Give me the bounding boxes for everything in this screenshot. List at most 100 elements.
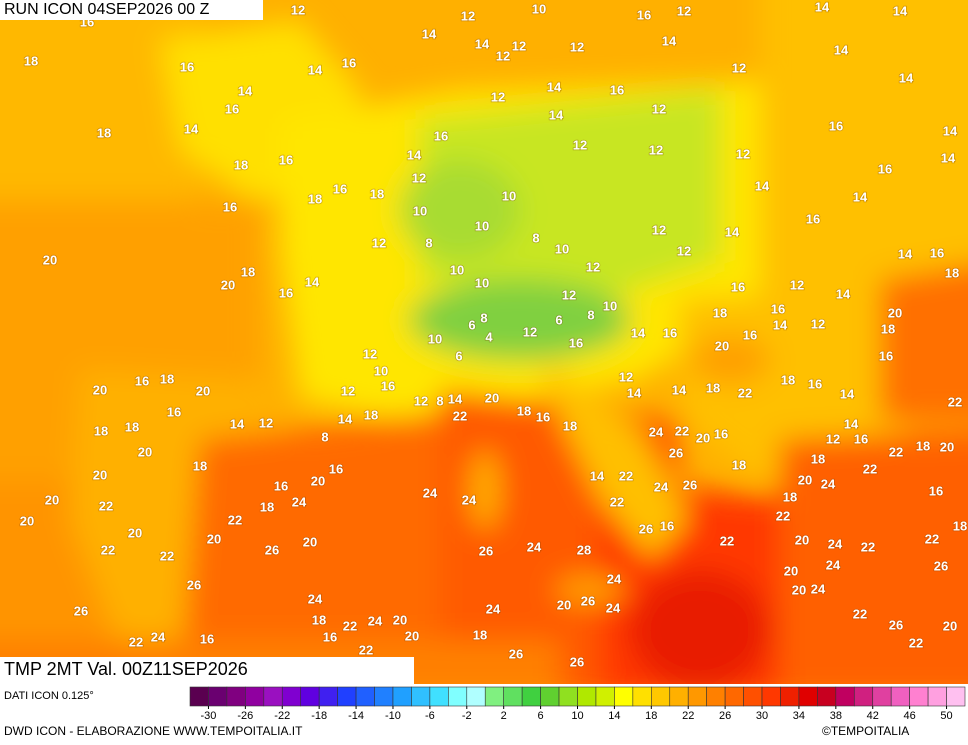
temperature-label: 14 [836, 286, 851, 301]
temperature-label: 16 [135, 373, 149, 388]
temperature-label: 12 [586, 259, 600, 274]
temperature-label: 14 [815, 0, 830, 14]
temperature-label: 18 [193, 458, 207, 473]
temperature-label: 12 [826, 431, 840, 446]
temperature-label: 12 [790, 277, 804, 292]
colorbar-swatch [724, 686, 744, 707]
temperature-label: 24 [308, 591, 323, 606]
temperature-label: 24 [821, 476, 836, 491]
temperature-label: 14 [840, 386, 855, 401]
temperature-label: 6 [468, 317, 475, 332]
temperature-label: 24 [607, 571, 622, 586]
temperature-label: 18 [94, 423, 108, 438]
temperature-label: 10 [374, 363, 388, 378]
temperature-label: 18 [241, 264, 255, 279]
temperature-label: 6 [555, 312, 562, 327]
colorbar-swatch [890, 686, 910, 707]
temperature-label: 16 [279, 152, 293, 167]
temperature-label: 24 [828, 536, 843, 551]
colorbar-tick-label: -10 [385, 710, 401, 722]
temperature-label: 26 [187, 577, 201, 592]
temperature-label: 18 [783, 489, 797, 504]
temperature-label: 20 [795, 532, 809, 547]
temperature-label: 20 [196, 383, 210, 398]
temperature-label: 26 [934, 558, 948, 573]
colorbar-swatch [595, 686, 615, 707]
colorbar-swatch [245, 686, 265, 707]
colorbar-swatch [208, 686, 228, 707]
temperature-label: 18 [881, 321, 895, 336]
colorbar-tick-label: -26 [237, 710, 253, 722]
temperature-label: 18 [916, 438, 930, 453]
temperature-label: 16 [637, 7, 651, 22]
temperature-label: 14 [943, 123, 958, 138]
temperature-label: 18 [945, 265, 959, 280]
colorbar-tick-label: 42 [867, 710, 879, 722]
temperature-label: 14 [941, 150, 956, 165]
temperature-label: 14 [590, 468, 605, 483]
colorbar-swatch [189, 686, 209, 707]
temperature-label: 26 [639, 521, 653, 536]
temperature-label: 22 [861, 539, 875, 554]
temperature-label: 20 [792, 582, 806, 597]
temperature-label: 18 [97, 125, 111, 140]
temperature-label: 12 [496, 48, 510, 63]
colorbar-swatch [281, 686, 302, 707]
temperature-label: 16 [743, 327, 757, 342]
temperature-label: 4 [485, 329, 493, 344]
temperature-label: 10 [475, 275, 489, 290]
temperature-label: 22 [909, 635, 923, 650]
temperature-label: 18 [312, 612, 326, 627]
temperature-label: 10 [603, 298, 617, 313]
temperature-label: 20 [798, 472, 812, 487]
colorbar-swatch [651, 686, 671, 707]
colorbar-tick-label: -2 [462, 710, 472, 722]
temperature-label: 16 [731, 279, 745, 294]
temperature-label: 16 [200, 631, 214, 646]
temperature-label: 20 [557, 597, 571, 612]
temperature-label: 16 [434, 128, 448, 143]
colorbar-swatch [521, 686, 541, 707]
colorbar-tick-label: 14 [608, 710, 620, 722]
colorbar-tick-label: 2 [501, 710, 507, 722]
colorbar-tick-label: -30 [200, 710, 216, 722]
temperature-label: 22 [738, 385, 752, 400]
colorbar-swatch [355, 686, 375, 707]
temperature-label: 12 [259, 415, 273, 430]
temperature-label: 20 [138, 444, 152, 459]
temperature-label: 16 [274, 478, 288, 493]
temperature-label: 18 [517, 403, 531, 418]
temperature-field [0, 0, 968, 684]
temperature-label: 12 [523, 324, 537, 339]
temperature-label: 22 [99, 498, 113, 513]
temperature-label: 26 [581, 593, 595, 608]
temperature-label: 20 [940, 439, 954, 454]
copyright: ©TEMPOITALIA [822, 724, 909, 738]
temperature-label: 18 [24, 53, 38, 68]
temperature-label: 16 [279, 285, 293, 300]
temperature-label: 26 [669, 445, 683, 460]
temperature-label: 24 [462, 492, 477, 507]
temperature-label: 16 [180, 59, 194, 74]
temperature-label: 18 [706, 380, 720, 395]
colorbar-tick-label: 34 [793, 710, 805, 722]
temperature-label: 14 [755, 178, 770, 193]
temperature-label: 12 [512, 38, 526, 53]
temperature-label: 20 [303, 534, 317, 549]
map-title: TMP 2MT Val. 00Z11SEP2026 [4, 659, 248, 679]
temperature-label: 14 [627, 385, 642, 400]
temperature-label: 14 [547, 79, 562, 94]
temperature-label: 16 [167, 404, 181, 419]
colorbar-swatch [946, 686, 966, 707]
temperature-label: 22 [129, 634, 143, 649]
temperature-label: 18 [473, 627, 487, 642]
temperature-label: 14 [338, 411, 353, 426]
temperature-label: 12 [732, 60, 746, 75]
temperature-label: 20 [405, 628, 419, 643]
temperature-label: 20 [45, 492, 59, 507]
temperature-label: 8 [532, 230, 539, 245]
temperature-label: 16 [660, 518, 674, 533]
temperature-label: 20 [43, 252, 57, 267]
temperature-label: 26 [265, 542, 279, 557]
temperature-label: 18 [781, 372, 795, 387]
